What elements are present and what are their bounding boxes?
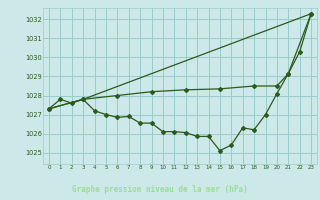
Text: Graphe pression niveau de la mer (hPa): Graphe pression niveau de la mer (hPa) <box>72 185 248 194</box>
